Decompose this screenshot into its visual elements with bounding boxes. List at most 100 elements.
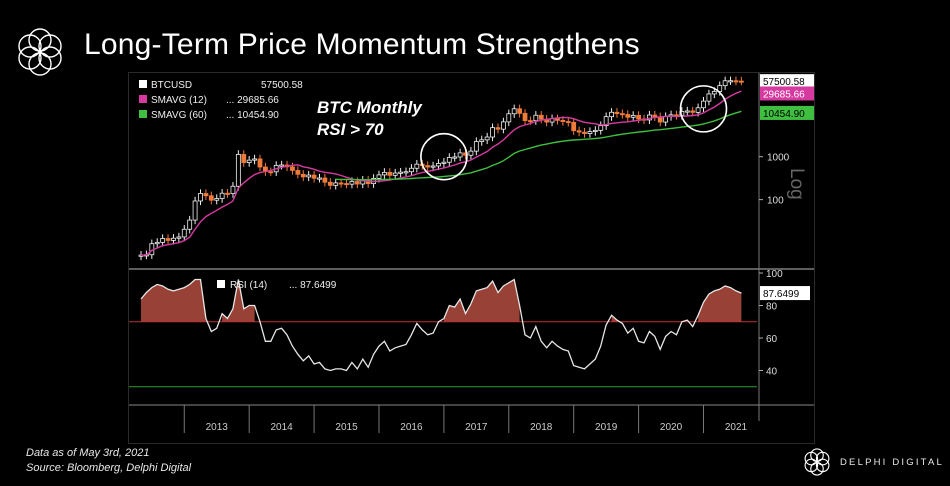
candle-body <box>663 116 669 123</box>
rsi-last-tag <box>760 286 810 301</box>
brand-mark: DELPHI DIGITAL <box>800 445 944 479</box>
candle-body <box>733 80 739 83</box>
candle-body <box>452 156 458 159</box>
candle-body <box>376 174 382 179</box>
x-tick-label: 2017 <box>465 422 488 433</box>
candle-body <box>701 100 706 109</box>
chart-background <box>129 73 814 443</box>
candle-body <box>181 228 187 238</box>
candle-body <box>690 110 696 113</box>
x-tick-label: 2021 <box>725 422 748 433</box>
candle-body <box>576 130 582 133</box>
annotation-line: BTC Monthly <box>317 98 423 117</box>
candle-body <box>722 80 728 87</box>
delphi-logo-icon <box>18 28 62 76</box>
last-value-text: 29685.66 <box>763 89 805 100</box>
footer-note: Data as of May 3rd, 2021 Source: Bloombe… <box>26 446 191 476</box>
candle-body <box>198 193 203 202</box>
candle-body <box>354 181 360 185</box>
candle-body <box>479 139 485 142</box>
legend-name: SMAVG (12) <box>151 95 207 106</box>
legend-value: ... 10454.90 <box>226 110 279 121</box>
candle-body <box>511 108 517 115</box>
candle-body <box>392 172 398 176</box>
candle-body <box>333 182 339 186</box>
highlight-circle <box>420 132 468 181</box>
legend-swatch <box>139 80 147 88</box>
data-date-note: Data as of May 3rd, 2021 <box>26 447 150 459</box>
candle-body <box>571 121 577 132</box>
rsi-legend-name: RSI (14) <box>230 280 267 291</box>
rsi-overbought-fill <box>222 279 255 322</box>
candle-body <box>300 173 306 178</box>
candle-body <box>582 131 587 134</box>
candle-body <box>425 165 431 168</box>
legend-swatch <box>139 110 147 118</box>
legend-value: ... 29685.66 <box>226 95 279 106</box>
rsi-tick-label: 60 <box>766 334 778 345</box>
source-note: Source: Bloomberg, Delphi Digital <box>26 462 192 474</box>
candle-body <box>235 154 241 187</box>
highlight-circle <box>679 85 728 133</box>
candle-body <box>473 141 479 152</box>
candle-body <box>317 177 322 180</box>
sma12-line <box>140 90 742 256</box>
candle-body <box>381 171 387 176</box>
annotation-text: BTC Monthly RSI > 70 <box>317 98 423 139</box>
rsi-tick-label: 80 <box>766 302 778 313</box>
candle-body <box>728 80 733 83</box>
chart-panel: 2013 2014 2015 2016 2017 2018 2019 2020 2021 100 1… <box>128 72 816 444</box>
candle-body <box>603 116 609 127</box>
candle-body <box>457 152 463 158</box>
candle-body <box>684 110 690 113</box>
candle-body <box>441 161 447 164</box>
x-tick-label: 2015 <box>335 422 358 433</box>
candle-body <box>522 112 528 121</box>
candle-body <box>208 195 214 201</box>
brand-name: DELPHI DIGITAL <box>840 456 945 468</box>
x-tick-label: 2014 <box>271 422 294 433</box>
last-value-tag <box>760 105 816 120</box>
candle-body <box>403 171 409 174</box>
rsi-last-text: 87.6499 <box>763 289 800 300</box>
legend-swatch <box>139 95 147 103</box>
candle-body <box>257 158 263 168</box>
candle-body <box>484 136 490 141</box>
candle-body <box>614 111 620 115</box>
candle-body <box>630 115 636 118</box>
page-title: Long-Term Price Momentum Strengthens <box>84 28 640 61</box>
candle-body <box>306 174 312 178</box>
candle-body <box>506 113 512 123</box>
candle-body <box>565 121 571 124</box>
legend-value: 57500.58 <box>261 80 303 91</box>
candle-body <box>398 171 404 174</box>
y-tick-label: 100 <box>767 196 784 207</box>
x-tick-label: 2020 <box>660 422 683 433</box>
candle-body <box>490 127 495 138</box>
candle-body <box>165 238 171 241</box>
candle-body <box>344 183 349 186</box>
x-tick-label: 2018 <box>530 422 553 433</box>
candle-body <box>528 120 533 123</box>
candle-body <box>154 241 160 245</box>
candle-body <box>436 163 441 167</box>
candle-body <box>636 115 642 120</box>
rsi-tick-label: 40 <box>766 367 778 378</box>
rsi-legend-value: ... 87.6499 <box>289 280 337 291</box>
candle-body <box>246 159 252 163</box>
candle-body <box>311 174 317 179</box>
candle-body <box>695 107 701 113</box>
candle-body <box>214 198 220 201</box>
candle-body <box>500 121 506 130</box>
legend-name: SMAVG (60) <box>151 110 207 121</box>
candle-body <box>495 127 501 130</box>
sma60-line <box>335 110 742 181</box>
candle-body <box>409 167 414 173</box>
candle-body <box>160 238 166 243</box>
candle-body <box>609 111 614 118</box>
candle-body <box>468 150 474 156</box>
last-value-text: 57500.58 <box>763 77 805 88</box>
candle-body <box>652 114 658 118</box>
candle-body <box>446 157 452 163</box>
candle-body <box>268 171 274 174</box>
